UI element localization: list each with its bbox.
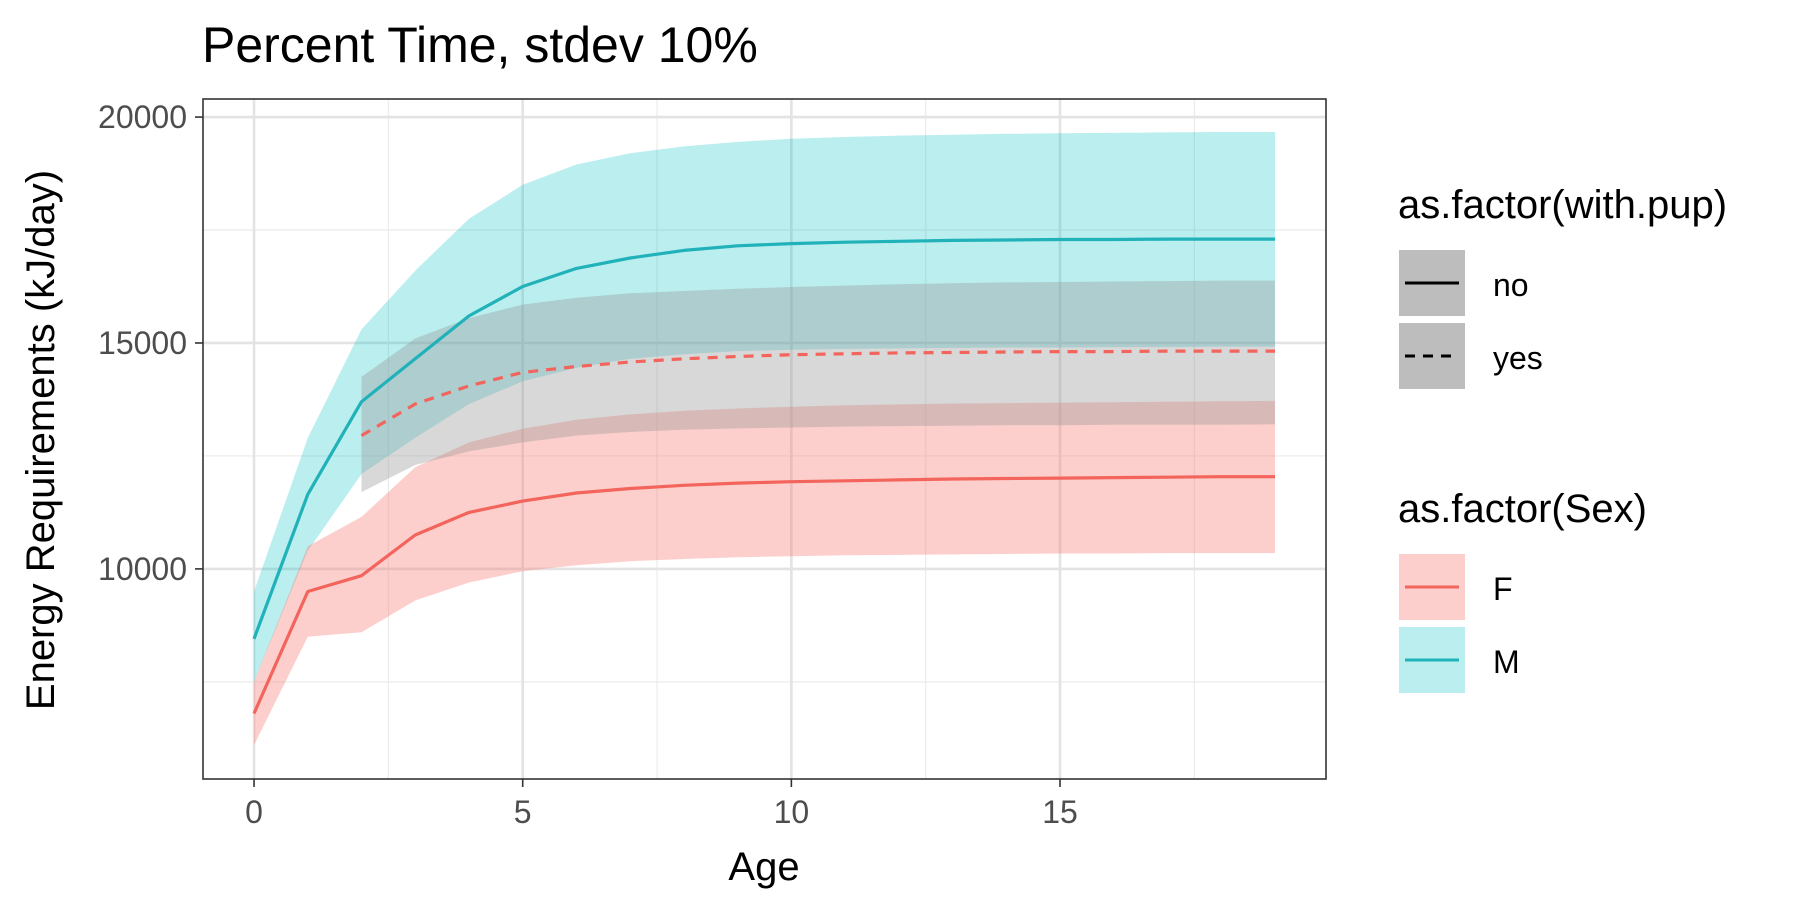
legend-title-with-pup: as.factor(with.pup) bbox=[1398, 183, 1727, 227]
legend-label-no: no bbox=[1493, 267, 1529, 303]
legend-key-f bbox=[1399, 554, 1465, 620]
chart-title: Percent Time, stdev 10% bbox=[202, 17, 758, 73]
line-f-no bbox=[252, 475, 1275, 715]
x-tick-label: 0 bbox=[245, 794, 263, 830]
legend-key-yes bbox=[1399, 323, 1465, 389]
legend-label-f: F bbox=[1493, 571, 1513, 607]
plot-border bbox=[202, 98, 1327, 780]
x-tick-label: 5 bbox=[514, 794, 532, 830]
x-tick-label: 15 bbox=[1042, 794, 1078, 830]
series-lines bbox=[252, 237, 1275, 715]
x-axis-title: Age bbox=[728, 845, 799, 889]
ribbon-f-yes bbox=[361, 280, 1275, 493]
ribbons bbox=[254, 132, 1275, 746]
ribbon-m-no bbox=[254, 132, 1275, 682]
y-tick-label: 15000 bbox=[98, 325, 187, 361]
ribbon-f-no bbox=[254, 400, 1275, 746]
x-axis-ticks: 0 5 10 15 bbox=[245, 779, 1078, 830]
legend-title-sex: as.factor(Sex) bbox=[1398, 487, 1647, 531]
legend-label-m: M bbox=[1493, 644, 1520, 680]
y-axis-title: Energy Requirements (kJ/day) bbox=[19, 170, 63, 710]
y-tick-label: 10000 bbox=[98, 551, 187, 587]
line-f-yes bbox=[360, 349, 1275, 437]
grid-lines bbox=[203, 99, 1326, 779]
x-tick-label: 10 bbox=[774, 794, 810, 830]
legend-label-yes: yes bbox=[1493, 340, 1543, 376]
y-tick-label: 20000 bbox=[98, 99, 187, 135]
legend-sex: as.factor(Sex) F M bbox=[1398, 487, 1647, 693]
y-axis-ticks: 10000 15000 20000 bbox=[98, 99, 203, 587]
legend-key-no bbox=[1399, 250, 1465, 316]
legend-with-pup: as.factor(with.pup) no yes bbox=[1398, 183, 1727, 389]
line-m-no bbox=[252, 237, 1275, 640]
plot-panel bbox=[203, 99, 1326, 779]
legend-key-m bbox=[1399, 627, 1465, 693]
